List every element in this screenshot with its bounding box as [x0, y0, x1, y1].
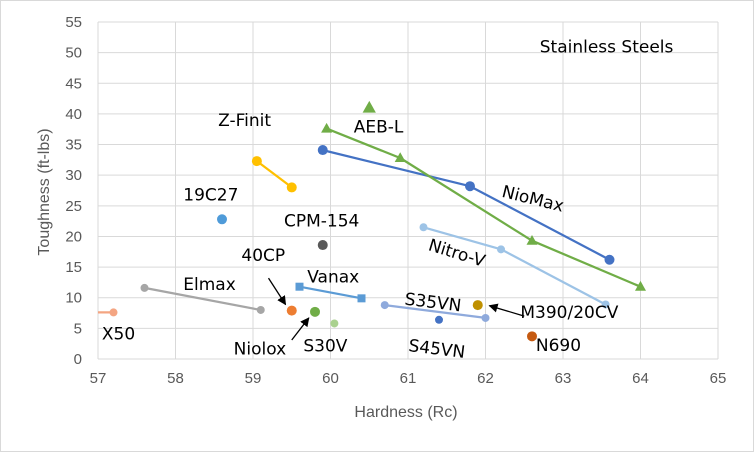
point-nitro-v [601, 300, 610, 309]
series-line-s35vn-s45vn [384, 303, 486, 320]
point-elmax [140, 283, 149, 292]
x-tick-label: 63 [555, 370, 572, 387]
point-aeb-l-outlier [362, 100, 376, 113]
point-m390-20cv [472, 300, 483, 311]
arrow-40cp [267, 277, 287, 306]
point-19c27 [217, 214, 227, 225]
y-tick-label: 20 [65, 228, 82, 245]
label-elmax: Elmax [183, 275, 236, 295]
y-tick-label: 0 [74, 351, 82, 368]
point-x50 [63, 308, 71, 316]
y-tick-label: 55 [65, 14, 82, 31]
point-vanax [295, 282, 304, 291]
series-line-aeb-l [326, 127, 641, 288]
y-tick-label: 45 [65, 75, 82, 92]
point-n690 [527, 331, 537, 342]
point-niolox [310, 306, 320, 317]
series-line-elmax [144, 286, 262, 312]
tick-labels: 57 58 59 60 61 62 63 64 65 0 5 10 15 20 25 30 35 40 45 50 55 [65, 14, 726, 387]
point-z-finit [251, 156, 262, 167]
y-tick-label: 30 [65, 167, 82, 184]
y-axis-title: Toughness (ft-lbs) [36, 128, 53, 255]
y-tick-label: 50 [65, 45, 82, 62]
x-axis-title: Hardness (Rc) [354, 404, 457, 421]
label-x50: X50 [102, 324, 135, 344]
point-nitro-v [419, 223, 428, 232]
x-tick-label: 64 [632, 370, 649, 387]
point-s30v [330, 319, 339, 328]
point-vanax [357, 294, 366, 303]
point-s35vn-s45vn [481, 313, 490, 322]
label-n690: N690 [536, 336, 581, 356]
point-40cp [286, 305, 297, 316]
label-niolox: Niolox [234, 340, 287, 360]
label-s35vn: S35VN [404, 290, 463, 317]
label-niomax: NioMax [500, 182, 566, 217]
x-tick-label: 59 [245, 370, 262, 387]
label-aeb-l: AEB-L [354, 117, 404, 137]
x-tick-label: 65 [710, 370, 727, 387]
label-vanax: Vanax [307, 267, 359, 287]
point-aeb-l [394, 152, 406, 162]
arrow-m390-20cv [488, 303, 525, 317]
y-tick-label: 35 [65, 137, 82, 154]
label-cpm-154: CPM-154 [284, 212, 359, 232]
point-niomax [604, 254, 615, 265]
point-z-finit [286, 182, 297, 193]
label-m390-20cv: M390/20CV [520, 303, 618, 323]
point-niomax [465, 181, 475, 192]
y-tick-label: 10 [65, 290, 82, 307]
x-tick-label: 60 [322, 370, 339, 387]
arrow-niolox [291, 317, 310, 341]
series-line-nitro-v [423, 226, 607, 306]
annotation-arrows [267, 277, 525, 341]
series-line-niomax [322, 149, 611, 261]
point-x50 [109, 308, 118, 317]
point-aeb-l [526, 235, 538, 245]
label-40cp: 40CP [241, 246, 285, 266]
label-nitro-v: Nitro-V [426, 236, 488, 272]
series-line-z-finit [256, 160, 293, 189]
y-tick-label: 25 [65, 198, 82, 215]
point-cpm-154 [317, 240, 328, 251]
point-nitro-v [497, 245, 505, 254]
series-line-vanax [299, 285, 362, 300]
label-z-finit: Z-Finit [218, 111, 271, 131]
x-tick-label: 57 [90, 370, 107, 387]
annotation-labels: Stainless Steels Z-Finit AEB-L NioMax 19C27 C… [102, 38, 674, 363]
series-markers [63, 100, 646, 342]
label-stainless-steels: Stainless Steels [540, 38, 674, 58]
y-tick-label: 40 [65, 106, 82, 123]
point-elmax [256, 305, 265, 314]
label-19c27: 19C27 [183, 185, 238, 205]
x-tick-label: 61 [400, 370, 417, 387]
y-tick-label: 15 [65, 259, 82, 276]
y-tick-label: 5 [74, 320, 82, 337]
point-aeb-l [321, 122, 333, 133]
label-s30v: S30V [303, 337, 347, 357]
point-s45vn [435, 315, 443, 324]
point-niomax [317, 145, 328, 156]
x-tick-label: 62 [477, 370, 494, 387]
point-aeb-l [635, 280, 646, 291]
point-s35vn-s45vn [380, 301, 389, 310]
x-tick-label: 58 [167, 370, 184, 387]
